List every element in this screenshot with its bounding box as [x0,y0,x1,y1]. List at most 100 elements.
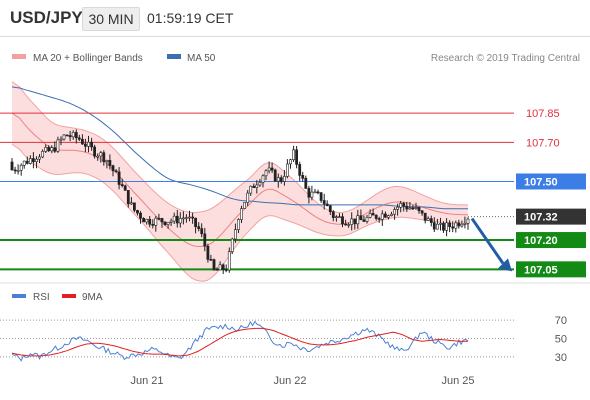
bollinger-bands [11,81,468,282]
candle [154,215,158,232]
candle [87,135,90,153]
ma50-path [11,86,468,210]
candle [215,267,219,271]
candle [383,211,387,218]
rsi-tick-label: 50 [555,334,567,346]
candle [463,216,467,229]
candle [50,145,54,154]
candle [304,175,308,189]
candle [175,210,179,228]
candle [457,219,461,229]
rsi-legend-label: RSI [33,292,50,303]
candle [322,193,326,210]
candle [267,161,271,174]
candle [344,219,348,226]
candle [178,212,182,228]
candle [56,136,60,153]
resistance-label: 107.85 [526,108,560,120]
candle [182,211,185,225]
candle [120,178,124,188]
arrow-head [498,258,512,272]
candle [126,190,130,208]
candle [246,190,250,207]
candle [310,185,314,201]
candle [243,202,247,209]
candle [31,152,35,169]
candle [71,130,75,140]
candle [148,216,152,228]
watermark: Research © 2019 Trading Central [431,53,580,64]
candle [460,220,464,228]
bollinger-legend-swatch [12,54,26,59]
candle [356,209,360,229]
candles [10,129,470,274]
candle [408,202,412,210]
candle [209,254,213,261]
arrow-shaft [470,217,505,265]
candle [252,183,256,188]
rsi-panel: 70 50 30 [0,315,567,364]
candle [353,218,357,230]
candle [261,174,265,188]
candle [386,214,390,220]
pivot-label: 107.50 [524,176,558,188]
candle [432,217,436,232]
candle [402,201,406,212]
candle [445,218,449,237]
candle [270,162,274,173]
candle [188,210,191,222]
candle [405,201,409,212]
candle [399,200,403,213]
rsi-line [11,320,469,362]
x-tick-label: Jun 21 [130,375,163,387]
candle [22,160,26,169]
candle [142,217,146,223]
candle [350,212,354,231]
candle [301,171,305,182]
candle [285,159,289,179]
candle [249,185,253,196]
bollinger-upper [11,81,468,214]
candle [117,167,121,190]
candle [123,184,127,191]
candle [237,218,240,233]
support-label: 107.05 [524,264,558,276]
candle [74,129,78,144]
candle [374,214,378,221]
timeframe-badge[interactable]: 30 MIN [82,7,140,31]
candle [163,221,167,226]
candle [411,205,415,210]
candle [41,149,45,159]
candle [90,137,94,151]
candle [426,216,430,221]
support-label: 107.20 [524,235,558,247]
candle [423,212,427,224]
candle [289,158,292,169]
candle [328,204,332,215]
candle [194,217,198,234]
candle [276,173,280,188]
candle [255,180,259,194]
current-price-badge [516,208,586,225]
candle [334,215,338,222]
candle [108,154,112,170]
candle [25,156,29,165]
candle [105,159,109,169]
resistance-label: 107.70 [526,137,560,149]
candle [139,211,142,224]
ma50-line [11,86,468,210]
ma20-line [11,112,468,248]
candle [313,188,317,194]
candle [454,220,458,233]
candle [338,213,341,218]
candle [439,217,442,231]
candle [133,202,136,213]
forecast-arrow [470,217,512,272]
candle [157,213,161,221]
clock-time: 01:59:19 CET [147,10,234,26]
candle [13,166,17,174]
bollinger-lower [11,143,468,282]
candle [362,215,366,222]
rsi-ma9-line [11,327,468,357]
candle [414,202,418,210]
